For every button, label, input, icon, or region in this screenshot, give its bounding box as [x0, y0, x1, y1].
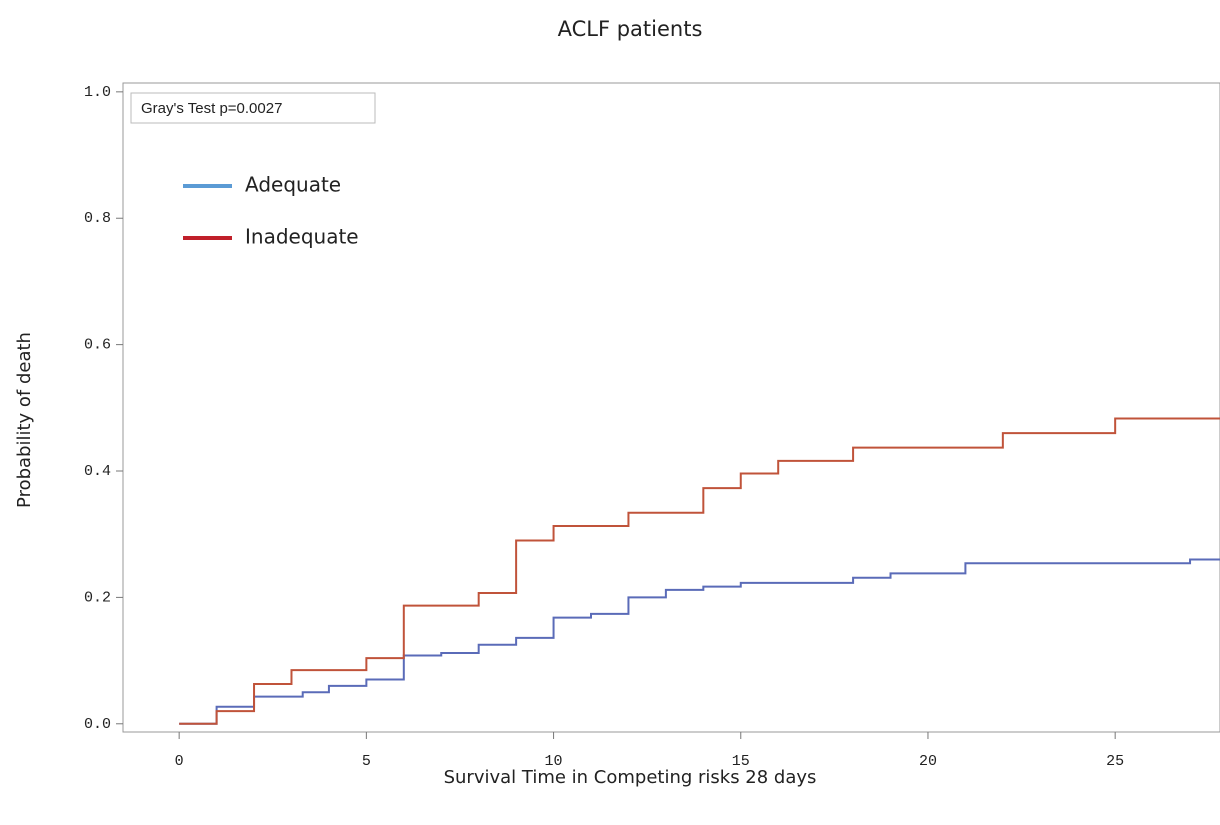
x-tick-label: 15 [732, 753, 750, 770]
y-tick-label: 0.0 [84, 716, 111, 733]
annotation: Gray's Test p=0.0027 [141, 100, 282, 117]
x-tick-label: 0 [175, 753, 184, 770]
y-tick-label: 0.6 [84, 337, 111, 354]
y-tick-label: 0.2 [84, 589, 111, 606]
plot-frame [122, 82, 1220, 733]
annotation-box [130, 92, 376, 124]
x-tick-label: 25 [1106, 753, 1124, 770]
x-axis-label: Survival Time in Competing risks 28 days [444, 767, 817, 788]
y-axis-label: Probability of death [14, 332, 35, 508]
x-tick-label: 5 [362, 753, 371, 770]
legend-label: Adequate [245, 173, 341, 197]
step-line [179, 417, 1220, 725]
y-tick-label: 1.0 [84, 84, 111, 101]
x-tick-label: 10 [545, 753, 563, 770]
x-tick-label: 20 [919, 753, 937, 770]
plot-area [179, 417, 1220, 725]
y-tick-label: 0.8 [84, 210, 111, 227]
chart-title: ACLF patients [558, 17, 703, 41]
y-tick-label: 0.4 [84, 463, 111, 480]
step-line [179, 558, 1220, 725]
legend-label: Inadequate [245, 225, 359, 249]
